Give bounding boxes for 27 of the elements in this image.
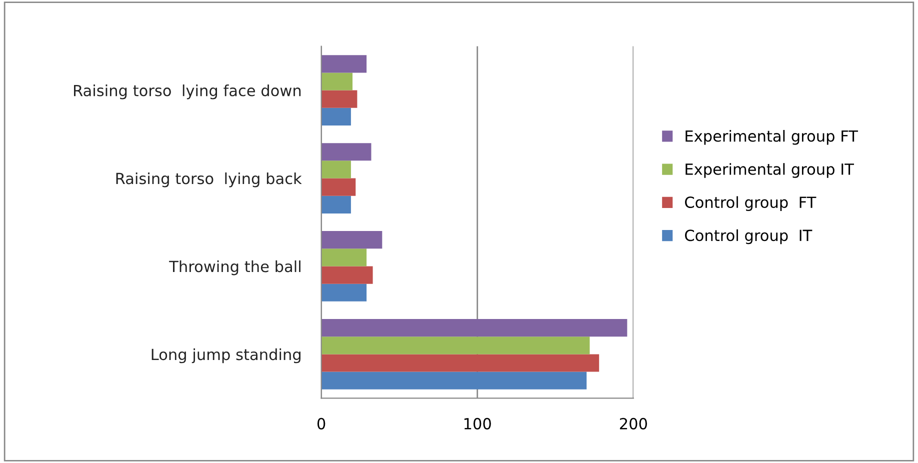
y-tick-label: Throwing the ball bbox=[169, 260, 300, 276]
legend-label: Control group IT bbox=[685, 229, 812, 244]
y-tick-label: Long jump standing bbox=[152, 348, 300, 364]
bar bbox=[321, 248, 367, 266]
bar bbox=[321, 160, 351, 178]
x-tick-label: 0 bbox=[317, 418, 326, 430]
legend-label: Experimental group FT bbox=[686, 130, 858, 145]
bar bbox=[321, 319, 628, 337]
bar bbox=[321, 108, 351, 126]
bar bbox=[321, 55, 367, 73]
bar bbox=[321, 72, 353, 90]
y-tick-label: Raising torso lying back bbox=[116, 172, 302, 188]
bar bbox=[321, 266, 373, 284]
bar bbox=[321, 143, 372, 161]
legend-label: Experimental group IT bbox=[686, 163, 854, 178]
bar bbox=[321, 90, 358, 108]
x-tick-label: 200 bbox=[620, 418, 647, 430]
bar bbox=[321, 196, 351, 214]
bar bbox=[321, 284, 367, 302]
y-tick-label: Raising torso lying face down bbox=[74, 84, 301, 100]
bar bbox=[321, 231, 382, 249]
bar bbox=[321, 336, 590, 354]
bar bbox=[321, 178, 356, 196]
x-tick-label: 100 bbox=[464, 418, 491, 430]
bar bbox=[321, 354, 600, 372]
bar bbox=[321, 372, 587, 390]
legend-label: Control group FT bbox=[685, 196, 816, 212]
